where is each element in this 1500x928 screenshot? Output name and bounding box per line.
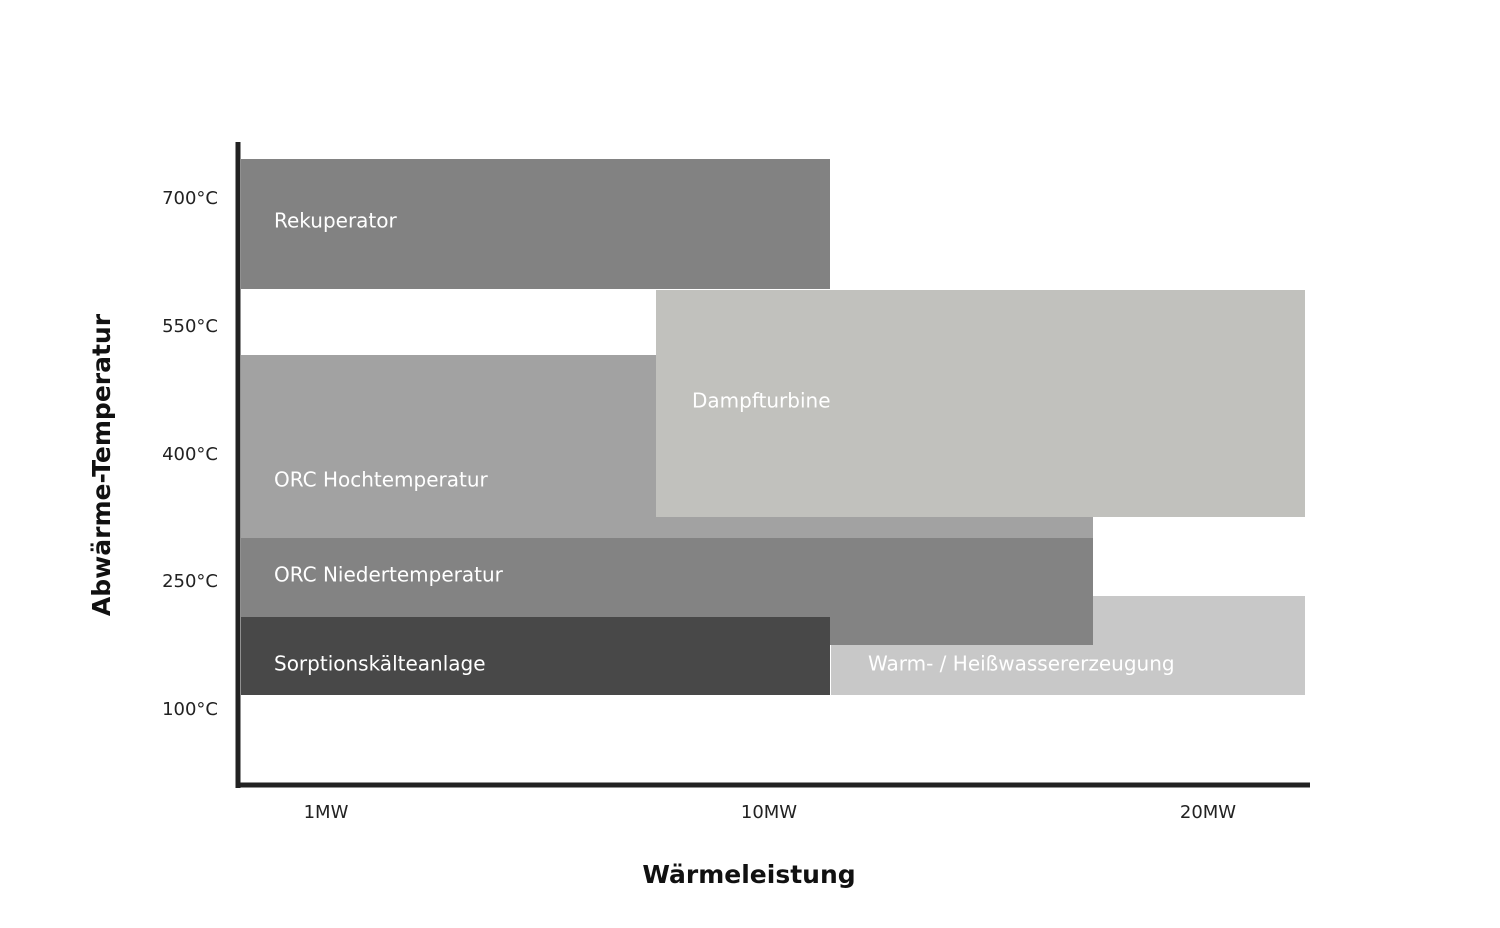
y-tick-label: 700°C: [162, 188, 218, 209]
y-tick-label: 550°C: [162, 316, 218, 337]
region-label: Rekuperator: [274, 209, 398, 233]
region-box: [241, 159, 830, 289]
y-axis-title: Abwärme-Temperatur: [87, 313, 116, 616]
region-label: Warm- / Heißwassererzeugung: [868, 652, 1175, 676]
region-label: ORC Hochtemperatur: [274, 468, 489, 492]
region-box: [241, 617, 830, 695]
region-label: Sorptionskälteanlage: [274, 652, 486, 676]
y-tick-label: 250°C: [162, 571, 218, 592]
y-tick-label: 100°C: [162, 699, 218, 720]
region-label: ORC Niedertemperatur: [274, 563, 504, 587]
region-box: [656, 290, 1305, 517]
x-tick-label: 20MW: [1180, 802, 1236, 823]
x-tick-label: 10MW: [741, 802, 797, 823]
y-tick-label: 400°C: [162, 444, 218, 465]
x-tick-label: 1MW: [304, 802, 349, 823]
region-label: Dampfturbine: [692, 389, 831, 413]
x-axis-title: Wärmeleistung: [642, 860, 855, 889]
